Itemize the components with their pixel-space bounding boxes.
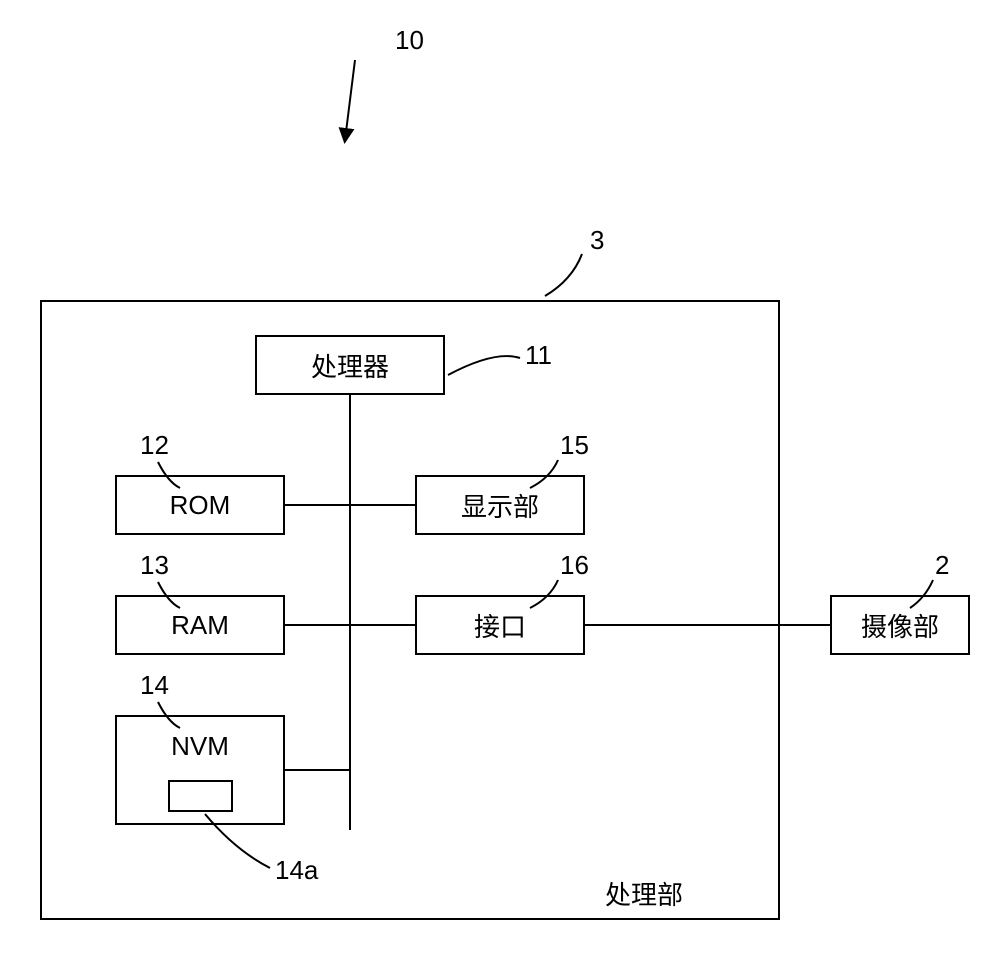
ram-bus-link: [285, 624, 350, 626]
interface-bus-link: [350, 624, 415, 626]
outer-block-ref: 3: [590, 225, 604, 256]
rom-label: ROM: [170, 490, 231, 521]
rom-bus-link: [285, 504, 350, 506]
figure-ref-label: 10: [395, 25, 424, 56]
interface-ref: 16: [560, 550, 589, 581]
camera-box: 摄像部: [830, 595, 970, 655]
interface-label: 接口: [474, 607, 526, 644]
processor-ref: 11: [525, 340, 552, 371]
display-label: 显示部: [461, 487, 539, 524]
bus-vertical-line: [349, 395, 351, 830]
processor-label: 处理器: [311, 347, 389, 384]
display-ref: 15: [560, 430, 589, 461]
interface-to-outer-link: [585, 624, 780, 626]
rom-box: ROM: [115, 475, 285, 535]
outer-to-camera-link: [780, 624, 830, 626]
nvm-label: NVM: [171, 731, 229, 762]
rom-ref: 12: [140, 430, 169, 461]
display-bus-link: [350, 504, 415, 506]
display-box: 显示部: [415, 475, 585, 535]
nvm-inner-box: [168, 780, 233, 812]
ram-label: RAM: [171, 610, 229, 641]
interface-box: 接口: [415, 595, 585, 655]
processor-box: 处理器: [255, 335, 445, 395]
nvm-inner-ref: 14a: [275, 855, 318, 886]
diagram-canvas: 10 3 处理部 处理器 11 ROM 12 显示部 15: [0, 0, 1000, 970]
camera-ref: 2: [935, 550, 949, 581]
ram-box: RAM: [115, 595, 285, 655]
nvm-bus-link: [285, 769, 350, 771]
outer-block-corner-label: 处理部: [605, 875, 683, 912]
camera-label: 摄像部: [861, 607, 939, 644]
ram-ref: 13: [140, 550, 169, 581]
nvm-ref: 14: [140, 670, 169, 701]
